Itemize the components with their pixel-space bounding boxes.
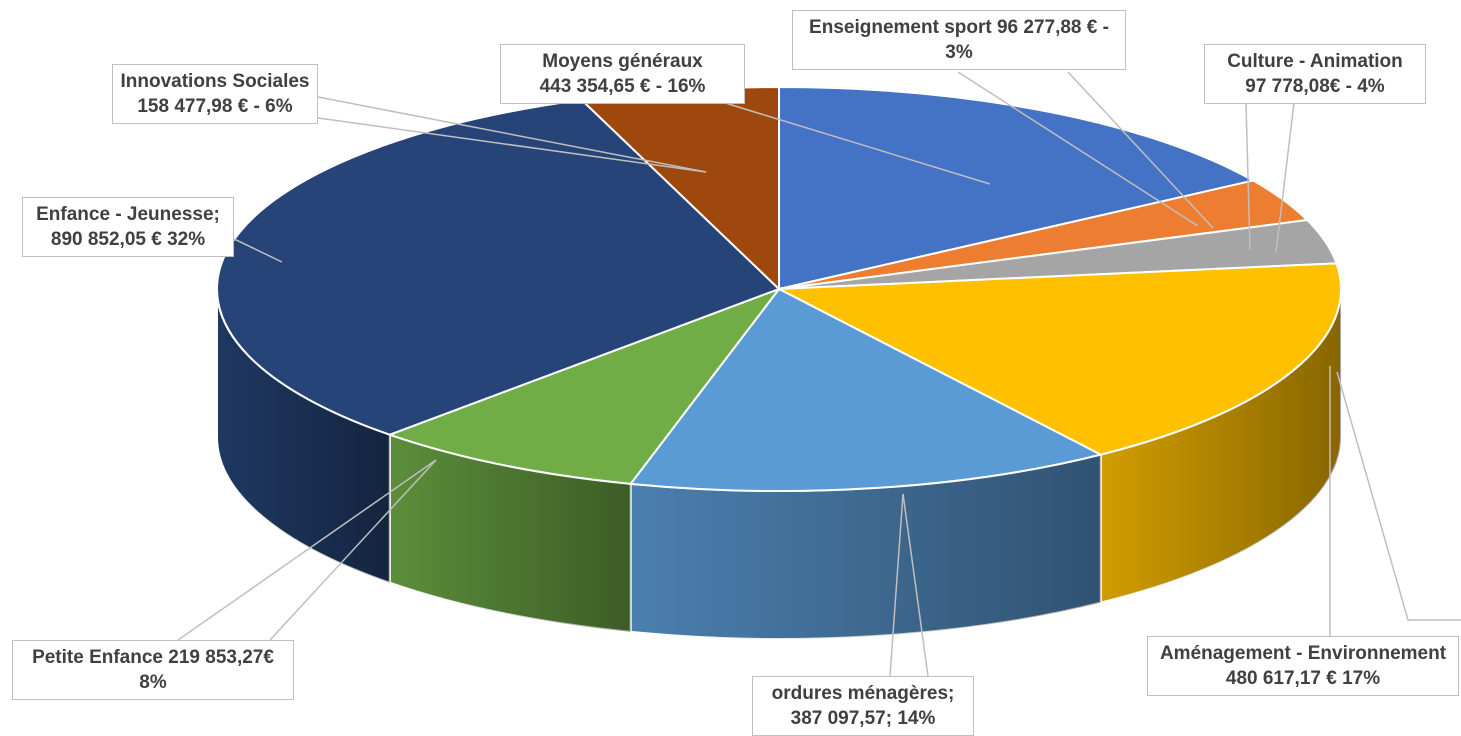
pie-slice-moyens-generaux xyxy=(778,85,1256,291)
data-label-innovations-sociales: Innovations Sociales 158 477,98 € - 6% xyxy=(112,64,318,124)
data-label-line: Culture - Animation xyxy=(1227,51,1403,72)
data-label-line: 387 097,57; 14% xyxy=(790,708,936,729)
leader-line-ordures-menageres-2 xyxy=(902,493,929,677)
data-label-amenagement-environnement: Aménagement - Environnement 480 617,17 €… xyxy=(1147,636,1459,696)
leader-line-moyens-generaux xyxy=(721,101,991,185)
data-label-enfance-jeunesse: Enfance - Jeunesse; 890 852,05 € 32% xyxy=(22,197,234,257)
leader-line-petite-enfance-2 xyxy=(269,459,437,641)
data-label-line: Petite Enfance 219 853,27€ xyxy=(32,647,274,668)
leader-line-innovations-sociales xyxy=(317,96,707,173)
leader-line-enseignement-sport-2 xyxy=(957,71,1199,227)
leader-line-culture-animation xyxy=(1245,102,1251,251)
data-label-line: 97 778,08€ - 4% xyxy=(1245,76,1385,97)
data-label-line: 158 477,98 € - 6% xyxy=(137,96,293,117)
leader-line-enfance-jeunesse xyxy=(229,236,283,263)
data-label-ordures-menageres: ordures ménagères; 387 097,57; 14% xyxy=(752,676,974,736)
data-label-enseignement-sport: Enseignement sport 96 277,88 € - 3% xyxy=(792,10,1126,70)
side-petite-enfance-shading xyxy=(389,434,631,632)
pie-side-walls xyxy=(216,288,1342,640)
pie-slice-amenagement-environnement xyxy=(775,262,1342,456)
data-label-line: 443 354,65 € - 16% xyxy=(539,76,706,97)
side-amenagement-environnement-shading xyxy=(1100,289,1341,603)
pie-top-faces xyxy=(216,85,1342,492)
pie-slice-petite-enfance xyxy=(386,286,782,485)
side-enfance-jeunesse-shading xyxy=(217,289,390,583)
data-label-line: Innovations Sociales xyxy=(120,71,310,92)
data-label-line: 890 852,05 € 32% xyxy=(50,229,206,250)
data-label-line: ordures ménagères; xyxy=(771,683,955,704)
data-label-line: 3% xyxy=(945,42,973,63)
pie-slice-ordures-menageres xyxy=(628,287,1104,492)
leader-line-ordures-menageres xyxy=(889,493,904,677)
data-label-line: 480 617,17 € 17% xyxy=(1225,668,1381,689)
leader-line-innovations-sociales-2 xyxy=(317,117,707,173)
leader-line-culture-animation-2 xyxy=(1275,102,1295,253)
data-label-moyens-generaux: Moyens généraux 443 354,65 € - 16% xyxy=(500,44,745,104)
data-label-line: Enfance - Jeunesse; xyxy=(36,204,220,225)
leader-line-petite-enfance xyxy=(177,459,437,641)
data-label-line: 8% xyxy=(139,672,167,693)
data-label-line: Aménagement - Environnement xyxy=(1159,643,1447,664)
data-label-culture-animation: Culture - Animation 97 778,08€ - 4% xyxy=(1204,44,1426,104)
side-ordures-menageres-shading xyxy=(630,454,1101,640)
leader-line-enseignement-sport xyxy=(1067,71,1214,229)
leader-line-amenagement-environnement-2 xyxy=(1336,371,1461,621)
data-label-petite-enfance: Petite Enfance 219 853,27€ 8% xyxy=(12,640,294,700)
data-label-line: Enseignement sport 96 277,88 € - xyxy=(809,17,1109,38)
leader-lines xyxy=(177,71,1461,677)
data-label-line: Moyens généraux xyxy=(542,51,703,72)
